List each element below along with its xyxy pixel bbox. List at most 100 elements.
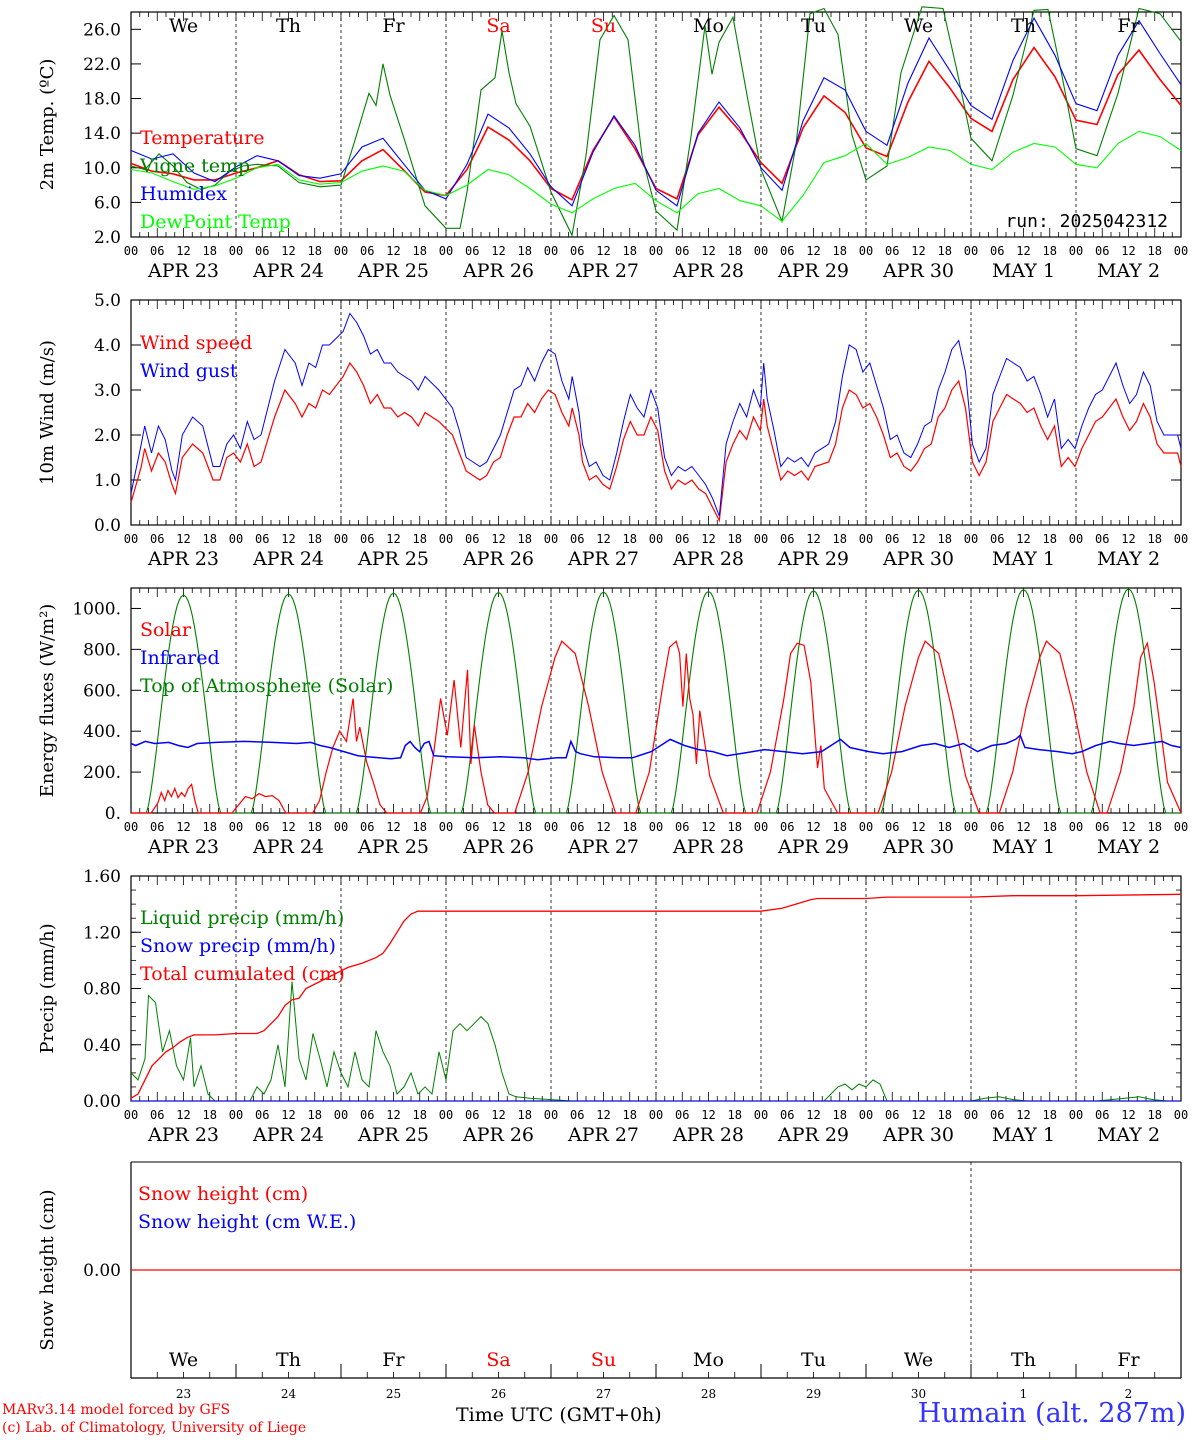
time-axis-label: Time UTC (GMT+0h) <box>456 1404 662 1426</box>
series-top-of-atmosphere-solar <box>131 588 1181 814</box>
day-name: Fr <box>1117 15 1140 37</box>
date-label: APR 25 <box>357 836 429 858</box>
hour-label: 00 <box>964 820 978 834</box>
hour-label: 12 <box>911 532 925 546</box>
y-tick-label: 400. <box>83 722 121 742</box>
panel-snow: 0.00 Snow height (cm) Snow height (cm) Snow… <box>37 1161 1182 1401</box>
hour-label: 18 <box>833 532 847 546</box>
date-label: APR 24 <box>252 548 324 570</box>
hour-label: 06 <box>885 532 899 546</box>
hour-label: 06 <box>465 532 479 546</box>
hour-label: 06 <box>1095 1108 1109 1122</box>
y-tick-label: 3.0 <box>94 381 121 401</box>
y-tick-label: 600. <box>83 681 121 701</box>
hour-label: 18 <box>1148 244 1162 258</box>
hour-label: 06 <box>360 820 374 834</box>
date-label: APR 23 <box>147 260 219 282</box>
date-label: APR 30 <box>882 548 954 570</box>
hour-label: 06 <box>570 1108 584 1122</box>
hour-label: 06 <box>465 244 479 258</box>
hour-label: 18 <box>623 244 637 258</box>
day-name: We <box>904 1349 933 1371</box>
lab-credit: (c) Lab. of Climatology, University of L… <box>2 1420 307 1436</box>
hour-label: 00 <box>1069 1108 1083 1122</box>
legend-entry: Snow precip (mm/h) <box>140 935 336 957</box>
hour-label: 00 <box>964 244 978 258</box>
date-label: APR 23 <box>147 836 219 858</box>
hour-label: 06 <box>1095 820 1109 834</box>
y-axis-label: Precip (mm/h) <box>37 923 58 1053</box>
legend-entry: Top of Atmosphere (Solar) <box>140 675 393 697</box>
hour-label: 06 <box>570 820 584 834</box>
hour-label: 06 <box>675 1108 689 1122</box>
y-tick-label: 1000. <box>72 599 121 619</box>
hour-label: 00 <box>1174 244 1188 258</box>
hour-label: 12 <box>176 244 190 258</box>
hour-label: 12 <box>1121 1108 1135 1122</box>
hour-label: 00 <box>649 244 663 258</box>
day-name: We <box>904 15 933 37</box>
hour-label: 00 <box>754 1108 768 1122</box>
day-name: Th <box>1011 15 1036 37</box>
y-axis-label: 2m Temp. (ºC) <box>37 59 58 191</box>
hour-label: 18 <box>203 244 217 258</box>
hour-label: 18 <box>623 532 637 546</box>
hour-label: 12 <box>386 244 400 258</box>
hour-label: 06 <box>255 1108 269 1122</box>
hour-label: 12 <box>596 820 610 834</box>
hour-label: 12 <box>1016 532 1030 546</box>
hour-label: 00 <box>544 532 558 546</box>
date-label: APR 24 <box>252 260 324 282</box>
date-label: APR 23 <box>147 548 219 570</box>
date-label: MAY 2 <box>1097 836 1160 858</box>
hour-label: 12 <box>386 532 400 546</box>
hour-label: 00 <box>439 532 453 546</box>
hour-label: 00 <box>1069 820 1083 834</box>
hour-label: 18 <box>308 820 322 834</box>
y-tick-label: 5.0 <box>94 291 121 311</box>
y-tick-label: 200. <box>83 763 121 783</box>
hour-label: 00 <box>859 820 873 834</box>
date-label: APR 25 <box>357 548 429 570</box>
day-number: 2 <box>1125 1387 1133 1401</box>
hour-label: 06 <box>675 820 689 834</box>
hour-label: 18 <box>518 1108 532 1122</box>
panel-energy: 00 06 12 18 00 06 12 18 00 06 12 18 00 06 12 18 00 06 12 18… <box>37 587 1188 858</box>
y-tick-label: 1.60 <box>83 867 121 887</box>
series-total-cumulated-cm- <box>130 893 1182 1099</box>
hour-label: 12 <box>491 820 505 834</box>
hour-label: 00 <box>229 820 243 834</box>
series-wind-gust <box>130 312 1182 517</box>
day-number: 1 <box>1020 1387 1028 1401</box>
panel-precip: 00 06 12 18 00 06 12 18 00 06 12 18 00 06 12 18 00 06 12 18… <box>37 867 1188 1146</box>
station-name: Humain (alt. 287m) <box>917 1398 1186 1429</box>
day-name: Sa <box>486 15 510 37</box>
panel-frame <box>130 299 1182 526</box>
y-tick-label: 0.0 <box>94 516 121 536</box>
y-tick-label: 22.0 <box>83 55 121 75</box>
hour-label: 18 <box>938 244 952 258</box>
date-label: APR 27 <box>567 260 639 282</box>
y-tick-label: 2.0 <box>94 426 121 446</box>
hour-label: 18 <box>1043 820 1057 834</box>
hour-label: 00 <box>124 820 138 834</box>
hour-label: 18 <box>1043 1108 1057 1122</box>
hour-label: 06 <box>780 1108 794 1122</box>
day-name: Th <box>276 1349 301 1371</box>
hour-label: 06 <box>150 820 164 834</box>
date-label: APR 26 <box>462 260 534 282</box>
hour-label: 12 <box>1121 244 1135 258</box>
hour-label: 06 <box>990 532 1004 546</box>
legend-entry: Total cumulated (cm) <box>140 963 345 985</box>
date-label: APR 30 <box>882 260 954 282</box>
hour-label: 06 <box>360 244 374 258</box>
legend-entry: Wind gust <box>140 360 238 382</box>
legend-entry: Temperature <box>140 127 264 149</box>
hour-label: 12 <box>281 244 295 258</box>
date-label: APR 26 <box>462 836 534 858</box>
day-name: We <box>169 1349 198 1371</box>
series-liquid-precip-mm-h- <box>130 981 1181 1102</box>
hour-label: 06 <box>465 1108 479 1122</box>
y-tick-label: 0.00 <box>83 1092 121 1112</box>
